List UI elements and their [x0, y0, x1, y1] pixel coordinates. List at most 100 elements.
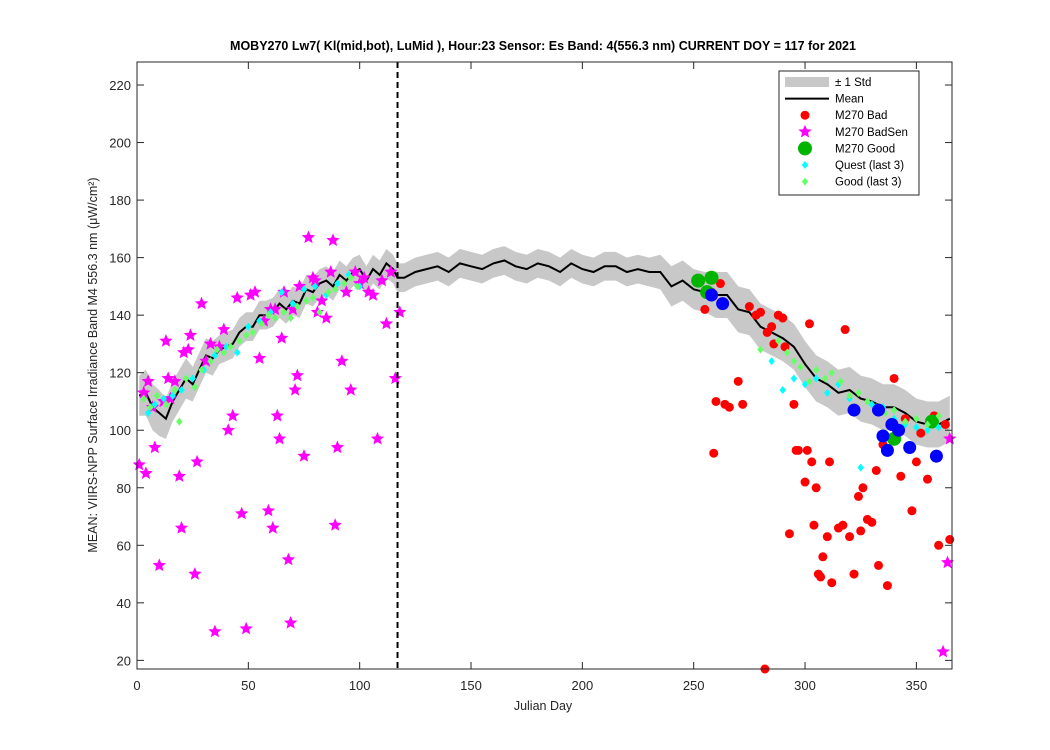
legend-label-goodlast: Good (last 3) [835, 177, 902, 189]
good-last3-point [147, 403, 154, 412]
badsen-point [230, 290, 244, 304]
badsen-point [339, 285, 353, 298]
quest-point [768, 357, 775, 366]
good-last3-point [325, 288, 332, 297]
good-last3-point [757, 345, 764, 354]
badsen-point [393, 305, 407, 318]
y-tick-label: 140 [109, 308, 131, 323]
good-last3-point [913, 414, 920, 423]
good-last3-point [198, 365, 205, 374]
good-last3-point [828, 368, 835, 377]
badsen-point [248, 285, 262, 298]
badsen-point [328, 518, 342, 531]
quest-point [824, 388, 831, 397]
bad-point [811, 483, 821, 493]
y-tick-label: 160 [109, 251, 131, 266]
bad-point [853, 491, 863, 501]
badsen-point [379, 316, 394, 330]
legend-label-std: ± 1 Std [835, 77, 871, 89]
bad-point [849, 569, 859, 579]
good-last3-point [287, 314, 294, 323]
badsen-point [288, 383, 302, 396]
quest-point [857, 463, 864, 472]
badsen-point [168, 374, 182, 387]
badsen-point [188, 567, 202, 580]
bad-point [778, 313, 788, 323]
quest-point [234, 348, 241, 357]
badsen-point [943, 431, 957, 445]
data-points-layer [132, 230, 957, 674]
good-point [691, 273, 706, 288]
badsen-point [239, 621, 253, 635]
bad-point [800, 477, 810, 487]
good-last3-point [340, 279, 348, 288]
good-last3-point [316, 308, 323, 317]
chart-title: MOBY270 Lw7( Kl(mid,bot), LuMid ), Hour:… [230, 39, 856, 53]
recent-point [880, 443, 894, 457]
axes-box [136, 61, 953, 670]
x-tick-label: 350 [906, 678, 928, 693]
badsen-point [235, 506, 249, 520]
y-tick-label: 200 [109, 136, 131, 151]
good-last3-point [207, 357, 214, 366]
badsen-point [315, 293, 329, 307]
recent-point [847, 403, 861, 417]
good-last3-point [242, 331, 250, 340]
y-tick-label: 60 [117, 538, 131, 553]
recent-point [872, 403, 886, 417]
quest-point [935, 423, 942, 432]
good-last3-point [176, 417, 183, 426]
quest-point [189, 374, 196, 383]
badsen-point [199, 354, 213, 367]
x-tick-label: 0 [133, 678, 140, 693]
badsen-point [275, 331, 289, 344]
bad-point [916, 428, 926, 438]
good-last3-point [191, 383, 199, 392]
good-last3-point [881, 408, 889, 417]
quest-point [790, 374, 798, 383]
bad-point [838, 520, 848, 530]
bad-point [871, 466, 881, 476]
bad-point [767, 322, 777, 332]
good-last3-point [140, 394, 147, 403]
badsen-point [152, 558, 166, 572]
badsen-point [272, 431, 287, 445]
badsen-point [319, 311, 333, 324]
badsen-point [163, 391, 178, 405]
badsen-point [174, 521, 189, 534]
good-last3-point [935, 411, 942, 420]
quest-point [801, 380, 809, 389]
bad-point [858, 483, 868, 493]
good-last3-point [303, 296, 310, 305]
good-last3-point [182, 374, 190, 383]
badsen-point [306, 270, 320, 284]
badsen-point [177, 345, 191, 359]
good-last3-point [855, 388, 862, 397]
good-last3-point [784, 348, 791, 357]
bad-point [744, 302, 754, 312]
good-last3-point [902, 417, 909, 426]
badsen-point [194, 296, 209, 310]
badsen-point [375, 273, 389, 287]
axis-ticks-layer: 0 50 100 150 200 250 300 350 20 40 60 80 100 120 140 16… [109, 62, 952, 693]
good-last3-point [220, 348, 228, 357]
legend-label-mean: Mean [835, 94, 864, 106]
bad-point [907, 506, 917, 516]
x-tick-label: 100 [349, 678, 371, 693]
recent-point [716, 297, 730, 311]
x-tick-label: 200 [572, 678, 594, 693]
badsen-point [172, 469, 186, 482]
legend-label-badsen: M270 BadSen [835, 127, 908, 139]
y-axis-label: MEAN: VIIRS-NPP Surface Irradiance Band … [86, 177, 100, 552]
bad-point [845, 532, 855, 542]
badsen-point [290, 368, 304, 382]
quest-point [924, 426, 931, 435]
bad-point [940, 419, 950, 429]
good-last3-point [153, 391, 161, 400]
good-last3-point [775, 337, 782, 346]
good-last3-point [271, 314, 279, 323]
bad-point [700, 304, 710, 314]
y-tick-label: 220 [109, 78, 131, 93]
good-last3-point [309, 293, 317, 302]
